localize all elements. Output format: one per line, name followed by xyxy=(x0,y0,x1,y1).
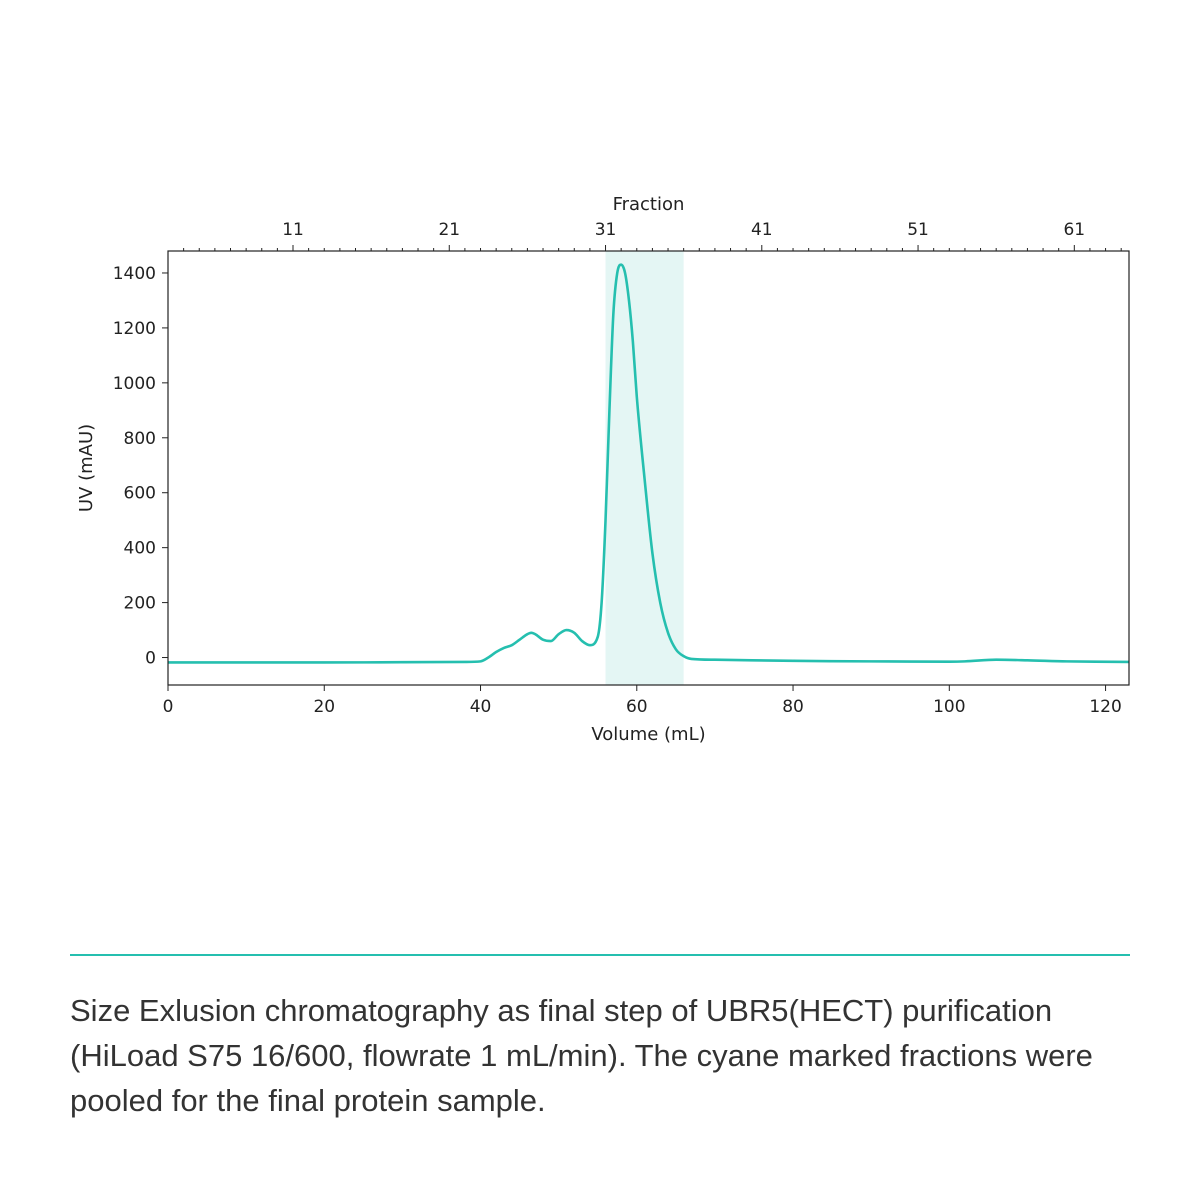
x-tick-label: 20 xyxy=(313,697,335,717)
fraction-axis-label: Fraction xyxy=(613,194,685,215)
y-axis: 0 200 400 600 800 1000 1200 1400 xyxy=(113,264,168,669)
fraction-tick-label: 11 xyxy=(282,220,304,240)
x-tick-label: 40 xyxy=(470,697,492,717)
x-tick-label: 0 xyxy=(163,697,174,717)
chromatogram-chart: 0 20 40 60 80 100 120 0 200 400 600 800 1000 1200 140… xyxy=(76,194,1130,745)
x-axis-label: Volume (mL) xyxy=(591,724,705,745)
fraction-tick-label: 31 xyxy=(595,220,617,240)
x-axis: 0 20 40 60 80 100 120 xyxy=(163,685,1122,717)
y-tick-label: 1000 xyxy=(113,374,156,394)
divider-line xyxy=(70,954,1130,956)
y-tick-label: 800 xyxy=(124,429,156,449)
y-tick-label: 600 xyxy=(124,484,156,504)
x-tick-label: 120 xyxy=(1089,697,1121,717)
fraction-tick-label: 61 xyxy=(1063,220,1085,240)
fraction-tick-label: 21 xyxy=(438,220,460,240)
fraction-tick-label: 51 xyxy=(907,220,929,240)
y-tick-label: 200 xyxy=(124,594,156,614)
fraction-axis: 11 21 31 41 51 61 xyxy=(183,220,1122,251)
y-tick-label: 400 xyxy=(124,539,156,559)
fraction-tick-label: 41 xyxy=(751,220,773,240)
y-axis-label: UV (mAU) xyxy=(76,424,97,512)
uv-trace-line xyxy=(168,263,1130,664)
figure-caption: Size Exlusion chromatography as final st… xyxy=(70,993,1093,1118)
x-tick-label: 80 xyxy=(782,697,804,717)
y-tick-label: 1400 xyxy=(113,264,156,284)
x-tick-label: 100 xyxy=(933,697,965,717)
y-tick-label: 0 xyxy=(145,649,156,669)
plot-frame xyxy=(167,250,1130,686)
x-tick-label: 60 xyxy=(626,697,648,717)
y-tick-label: 1200 xyxy=(113,319,156,339)
